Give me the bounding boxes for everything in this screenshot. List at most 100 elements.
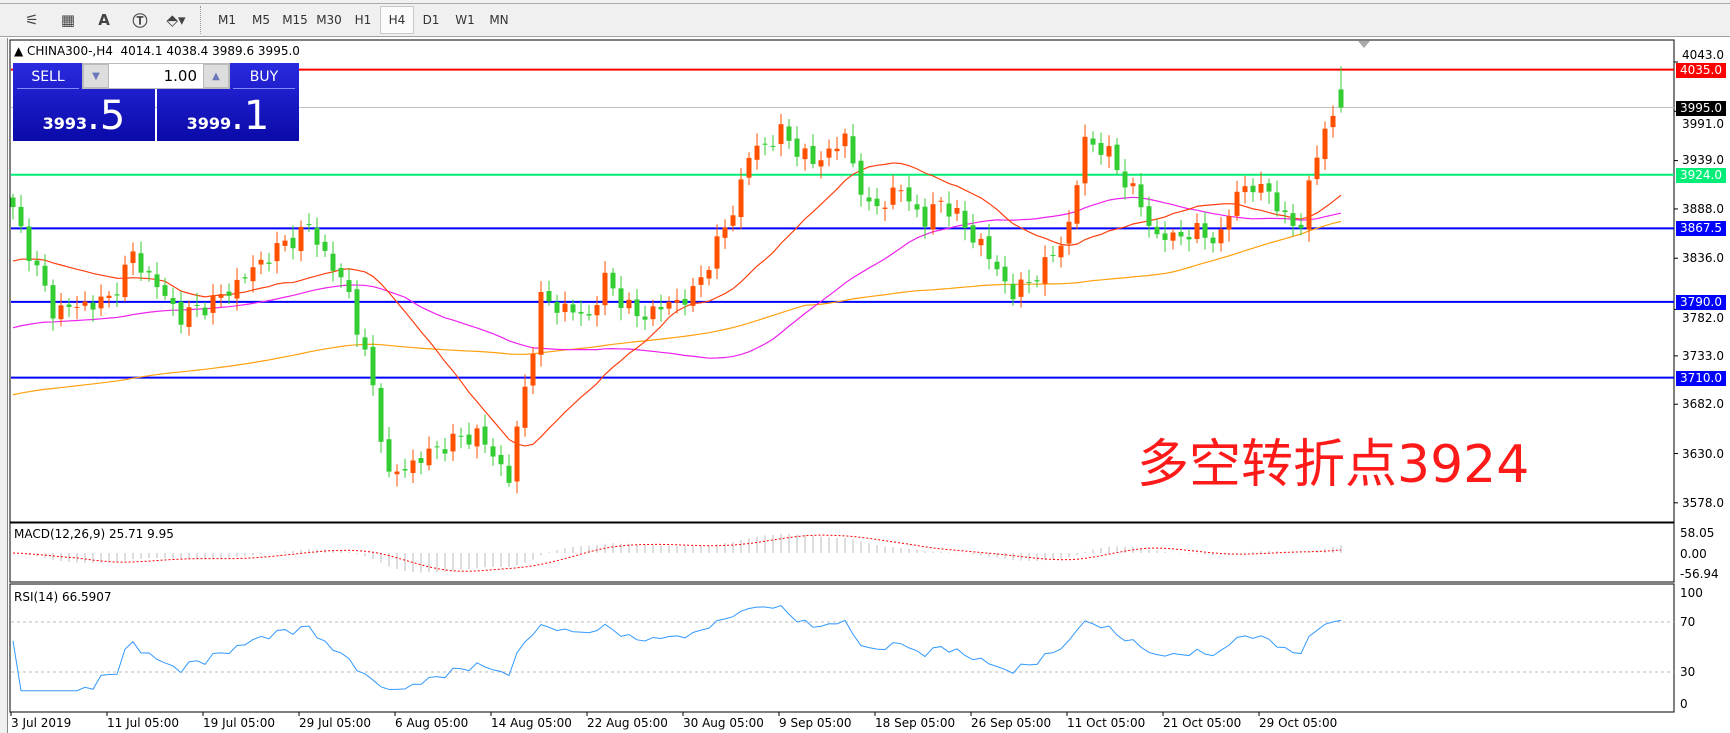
candle-body xyxy=(706,270,712,279)
timeframe-m5[interactable]: M5 xyxy=(252,13,270,27)
candle-body xyxy=(26,226,32,261)
candle-body xyxy=(690,286,696,306)
candle-body xyxy=(978,238,984,246)
candle-body xyxy=(962,210,968,228)
candle-body xyxy=(746,157,752,178)
chart-header: ▲ CHINA300-,H4 4014.1 4038.4 3989.6 3995… xyxy=(14,44,300,58)
candle-body xyxy=(898,190,904,192)
candle-body xyxy=(178,301,184,325)
text-icon[interactable]: A xyxy=(98,11,110,29)
candle-body xyxy=(1042,257,1048,284)
candle-body xyxy=(1242,186,1248,193)
candle-body xyxy=(410,460,416,473)
sell-button[interactable]: SELL xyxy=(17,65,79,89)
sell-price-main: 3993 xyxy=(42,114,88,133)
candle-body xyxy=(618,288,624,309)
candle-body xyxy=(10,197,16,208)
macd-tick: -56.94 xyxy=(1680,567,1719,581)
collapse-triangle-icon[interactable]: ▲ xyxy=(14,44,28,58)
candle-body xyxy=(1282,210,1288,213)
price-tick-label: 3991.0 xyxy=(1682,116,1724,131)
candle-body xyxy=(610,272,616,289)
candle-body xyxy=(202,307,208,316)
level-price-tag: 3924.0 xyxy=(1676,167,1726,183)
candle-body xyxy=(234,279,240,299)
candle-body xyxy=(1122,171,1128,188)
candle-body xyxy=(362,337,368,350)
sell-price[interactable]: 3993.5 xyxy=(13,93,155,139)
candle-body xyxy=(866,197,872,202)
rsi-pane-frame xyxy=(9,583,1675,713)
candle-body xyxy=(258,259,264,265)
candle-body xyxy=(1138,184,1144,208)
annotation-text: 多空转折点3924 xyxy=(1137,435,1530,495)
candle-body xyxy=(458,435,464,437)
candle-body xyxy=(18,206,24,227)
candle-body xyxy=(250,267,256,282)
candle-body xyxy=(914,204,920,210)
candle-body xyxy=(1034,280,1040,282)
timeframe-m1[interactable]: M1 xyxy=(218,13,236,27)
candle-body xyxy=(634,299,640,317)
candle-body xyxy=(1226,216,1232,230)
candle-body xyxy=(954,208,960,214)
timeframe-h1[interactable]: H1 xyxy=(354,13,372,27)
buy-price-main: 3999 xyxy=(186,114,232,133)
timeframe-d1[interactable]: D1 xyxy=(422,13,440,27)
candle-body xyxy=(650,306,656,320)
fibonacci-fan-icon[interactable]: ▦ xyxy=(60,11,76,29)
arrows-dropdown-icon[interactable]: ⬘▾ xyxy=(166,11,186,29)
candle-body xyxy=(890,187,896,205)
chart-shift-marker-icon xyxy=(1358,41,1370,48)
buy-button[interactable]: BUY xyxy=(233,65,295,89)
candle-body xyxy=(242,277,248,279)
time-tick-label: 11 Jul 05:00 xyxy=(107,716,179,730)
timeframe-mn[interactable]: MN xyxy=(489,13,509,27)
timeframe-m15[interactable]: M15 xyxy=(282,13,308,27)
candle-body xyxy=(946,203,952,217)
candle-body xyxy=(298,226,304,252)
price-tick-label: 3836.0 xyxy=(1682,251,1724,266)
ma-mid-line xyxy=(12,196,1342,359)
rsi-tick: 0 xyxy=(1680,697,1688,711)
buy-price[interactable]: 3999.1 xyxy=(157,93,299,139)
price-tick-label: 3630.0 xyxy=(1682,446,1724,461)
candle-body xyxy=(306,224,312,226)
fibonacci-expansion-icon[interactable]: ⚟ xyxy=(25,11,39,29)
text-label-icon[interactable]: Ⓣ xyxy=(132,11,148,30)
candle-body xyxy=(922,206,928,227)
candle-body xyxy=(354,289,360,335)
candle-body xyxy=(394,471,400,475)
candle-body xyxy=(442,449,448,454)
candle-body xyxy=(90,302,96,310)
candle-body xyxy=(290,237,296,249)
candle-body xyxy=(506,465,512,483)
top-strip xyxy=(0,0,1730,4)
lot-size-stepper[interactable]: ▼ 1.00 ▲ xyxy=(82,63,230,89)
candle-body xyxy=(826,148,832,158)
timeframe-h4[interactable]: H4 xyxy=(380,6,414,34)
lot-size-input[interactable]: 1.00 xyxy=(163,67,197,85)
time-tick-label: 6 Aug 05:00 xyxy=(395,716,469,730)
candle-body xyxy=(1314,157,1320,180)
level-price-tag: 3710.0 xyxy=(1676,370,1726,386)
candle-body xyxy=(1074,185,1080,224)
candle-body xyxy=(770,145,776,147)
price-tick-label: 3939.0 xyxy=(1682,152,1724,167)
increase-lot-icon[interactable]: ▲ xyxy=(203,64,229,88)
candle-body xyxy=(554,302,560,313)
candle-body xyxy=(282,240,288,246)
timeframe-m30[interactable]: M30 xyxy=(316,13,342,27)
time-tick-label: 19 Jul 05:00 xyxy=(203,716,275,730)
candle-body xyxy=(1306,180,1312,230)
candle-body xyxy=(1106,146,1112,157)
timeframe-w1[interactable]: W1 xyxy=(455,13,475,27)
price-tick-label: 3578.0 xyxy=(1682,495,1724,510)
candle-body xyxy=(1290,213,1296,226)
candle-body xyxy=(346,280,352,293)
price-tick-label: 3888.0 xyxy=(1682,201,1724,216)
decrease-lot-icon[interactable]: ▼ xyxy=(83,64,109,88)
candle-body xyxy=(434,446,440,448)
candle-body xyxy=(538,291,544,355)
